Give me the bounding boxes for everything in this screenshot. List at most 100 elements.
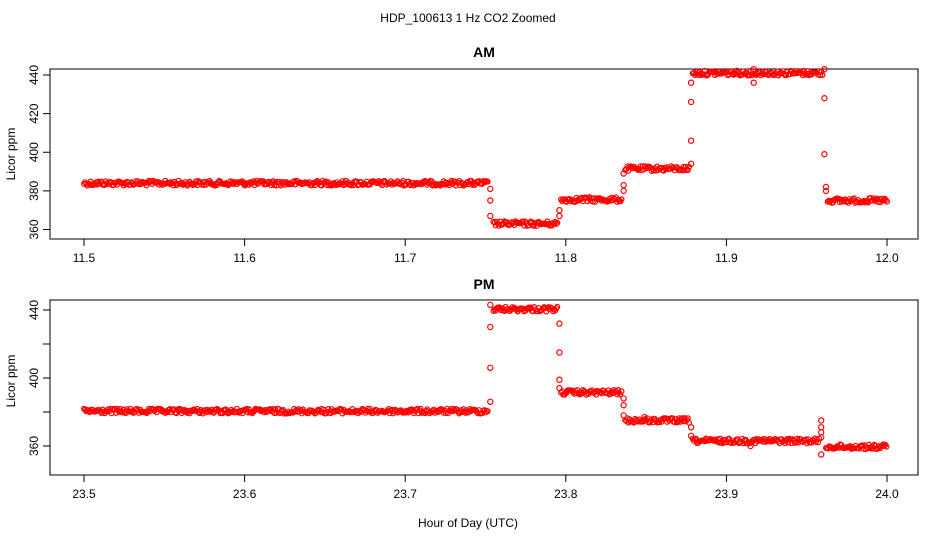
data-point — [487, 364, 494, 371]
x-axis-label: Hour of Day (UTC) — [418, 516, 518, 530]
x-tick-label: 23.5 — [72, 487, 96, 501]
data-point — [687, 79, 695, 86]
y-axis-label-am: Licor ppm — [4, 128, 18, 181]
data-series-segment — [622, 415, 692, 426]
data-series-segment — [80, 405, 491, 417]
data-point — [556, 320, 563, 327]
data-point — [620, 412, 627, 419]
data-point — [883, 198, 890, 205]
y-tick-label: 400 — [27, 142, 41, 162]
data-point — [556, 349, 563, 356]
data-point — [82, 406, 89, 413]
x-tick-label: 23.6 — [233, 487, 257, 501]
data-point — [554, 219, 561, 226]
data-point — [671, 419, 678, 426]
data-point — [687, 160, 695, 167]
data-point — [615, 387, 622, 394]
data-point — [285, 181, 292, 188]
x-axis-pm: 23.5 23.6 23.7 23.8 23.9 24.0 — [72, 475, 899, 501]
data-point — [484, 408, 491, 415]
data-point — [821, 65, 828, 73]
data-point — [818, 424, 825, 431]
data-point — [818, 451, 825, 458]
data-series-segment — [824, 195, 890, 206]
data-point — [487, 212, 494, 220]
y-tick-label: 360 — [27, 436, 41, 456]
x-tick-label: 11.8 — [555, 251, 578, 265]
data-point — [815, 439, 822, 446]
x-tick-label: 23.9 — [715, 487, 739, 501]
data-series-segment — [557, 194, 625, 205]
x-tick-label: 23.7 — [394, 487, 418, 501]
data-series-segment — [822, 441, 890, 453]
figure-title: HDP_100613 1 Hz CO2 Zoomed — [380, 11, 555, 25]
data-point — [271, 410, 278, 417]
data-point — [484, 178, 491, 185]
y-tick-label: 440 — [27, 65, 41, 85]
data-point — [594, 195, 601, 202]
data-point — [618, 388, 625, 395]
data-point — [822, 187, 830, 195]
data-series-segment — [80, 177, 491, 189]
x-axis-am: 11.5 11.6 11.7 11.8 11.9 12.0 — [73, 239, 899, 265]
y-tick-label: 440 — [27, 300, 41, 320]
data-point — [625, 167, 632, 174]
data-point — [620, 187, 627, 195]
data-point — [680, 418, 687, 425]
data-series-segment — [490, 303, 561, 315]
plot-frame-pm — [49, 299, 919, 476]
data-point — [767, 438, 774, 445]
plot-frame-am — [49, 68, 919, 240]
data-point — [462, 409, 469, 416]
y-axis-am: 360 380 400 420 440 — [27, 65, 50, 240]
data-point — [794, 435, 801, 442]
y-tick-label: 420 — [27, 103, 41, 123]
data-point — [583, 194, 590, 201]
data-point — [747, 442, 754, 450]
data-point — [687, 432, 695, 439]
data-point — [337, 405, 344, 412]
data-point — [556, 385, 563, 392]
data-series-segment — [557, 387, 625, 398]
data-points-pm — [80, 301, 890, 458]
data-point — [641, 413, 648, 421]
data-point — [248, 409, 255, 416]
data-point — [617, 391, 624, 398]
data-point — [88, 182, 95, 189]
data-point — [510, 305, 517, 312]
panel-pm: PM Licor ppm 23.5 23.6 23.7 23.8 23.9 24.0 36… — [4, 276, 919, 501]
data-series-segment — [689, 67, 826, 79]
data-points-am — [80, 65, 890, 230]
data-point — [697, 72, 704, 79]
data-point — [556, 212, 563, 220]
data-point — [821, 94, 828, 102]
data-point — [821, 150, 828, 158]
data-point — [620, 181, 627, 189]
data-point — [819, 71, 826, 78]
data-point — [818, 429, 825, 436]
y-tick-label: 360 — [27, 219, 41, 239]
x-tick-label: 12.0 — [875, 251, 899, 265]
data-point — [684, 167, 691, 174]
data-point — [487, 323, 494, 331]
data-point — [326, 182, 333, 189]
data-point — [620, 395, 627, 402]
data-point — [620, 402, 627, 409]
data-point — [487, 185, 494, 193]
y-tick-label: 380 — [27, 181, 41, 201]
data-point — [818, 434, 825, 441]
panel-title-pm: PM — [474, 276, 495, 292]
y-axis-pm: 360 400 440 — [27, 300, 50, 456]
panel-am: AM Licor ppm 11.5 11.6 11.7 11.8 11.9 12.0 36… — [4, 44, 919, 265]
x-tick-label: 11.9 — [715, 251, 738, 265]
data-series-segment — [622, 163, 692, 175]
data-point — [818, 417, 825, 424]
x-tick-label: 11.5 — [73, 251, 96, 265]
panel-title-am: AM — [473, 44, 495, 60]
x-tick-label: 11.6 — [233, 251, 256, 265]
data-point — [487, 398, 494, 405]
data-point — [687, 98, 695, 106]
data-point — [553, 220, 560, 227]
data-point — [787, 436, 794, 443]
y-axis-label-pm: Licor ppm — [4, 355, 18, 408]
